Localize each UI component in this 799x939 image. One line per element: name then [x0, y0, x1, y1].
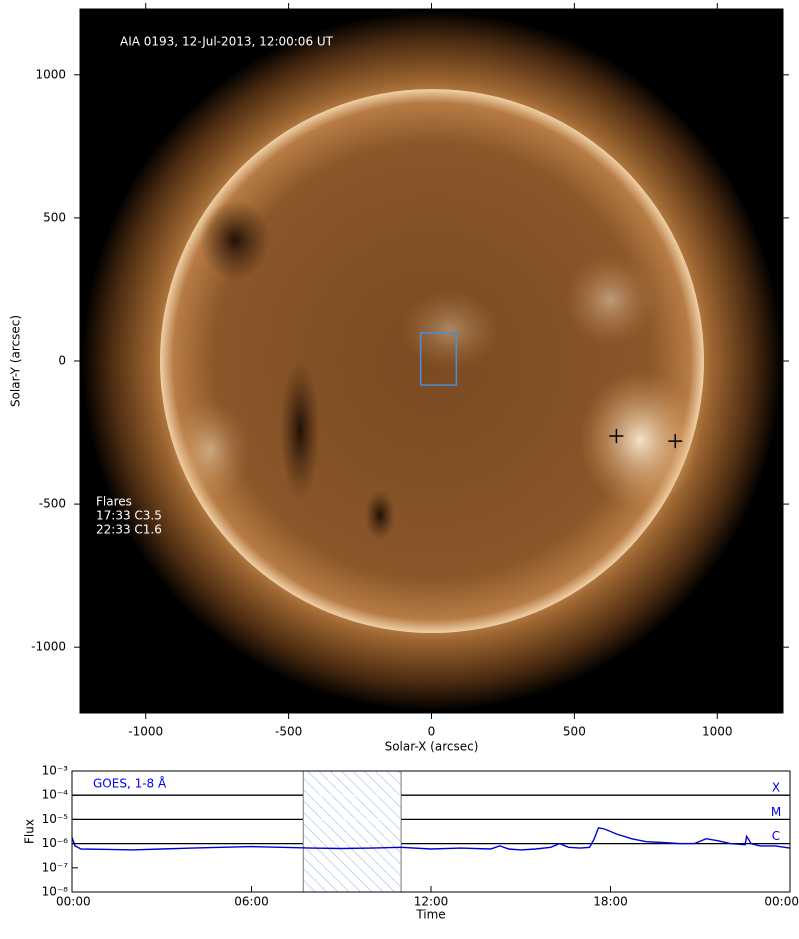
y-tick-label: 500 [43, 210, 66, 224]
series-label: GOES, 1-8 Å [93, 776, 167, 791]
y-tick-label: 1000 [35, 67, 66, 81]
flare-annotation: Flares [96, 495, 132, 509]
class-label: C [772, 829, 780, 843]
y-axis-label: Flux [23, 819, 37, 844]
x-axis-label: Time [415, 908, 445, 922]
y-tick-label: 10⁻⁶ [42, 836, 69, 850]
y-tick-label: 10⁻⁷ [42, 860, 69, 874]
x-tick-label: 18:00 [593, 895, 628, 909]
y-axis-label: Solar-Y (arcsec) [9, 315, 23, 407]
y-tick-label: 10⁻⁸ [42, 885, 69, 899]
flux-line [71, 826, 791, 851]
x-axis-label: Solar-X (arcsec) [385, 740, 479, 754]
region-box [419, 332, 458, 386]
solar-image [80, 9, 783, 713]
x-tick-label: 06:00 [234, 895, 269, 909]
flare-marker [668, 434, 683, 449]
x-tick-label: 0 [428, 725, 436, 739]
class-label: M [771, 805, 781, 819]
x-tick-label: 00:00 [56, 895, 91, 909]
y-tick-label: -500 [39, 497, 66, 511]
y-tick-label: 10⁻³ [42, 764, 69, 778]
image-axes: -1000 -500 0 500 1000 -1000 -500 0 500 1000 Solar-… [9, 3, 789, 754]
flare-marker [609, 428, 624, 443]
flare-annotation: 17:33 C3.5 [96, 509, 162, 523]
y-tick-label: -1000 [31, 640, 66, 654]
y-tick-label: 10⁻⁴ [42, 788, 69, 802]
x-tick-label: -1000 [128, 725, 163, 739]
image-title: AIA 0193, 12-Jul-2013, 12:00:06 UT [120, 35, 334, 49]
flare-annotation: 22:33 C1.6 [96, 523, 162, 537]
analysis-window [302, 770, 402, 893]
x-tick-label: -500 [275, 725, 302, 739]
class-label: X [772, 781, 780, 795]
x-tick-label: 1000 [702, 725, 733, 739]
x-tick-label: 12:00 [414, 895, 449, 909]
plot-area [72, 771, 790, 892]
x-tick-label: 500 [563, 725, 586, 739]
y-tick-label: 10⁻⁵ [42, 812, 69, 826]
x-tick-label: 00:00 [764, 895, 799, 909]
y-tick-label: 0 [58, 354, 66, 368]
